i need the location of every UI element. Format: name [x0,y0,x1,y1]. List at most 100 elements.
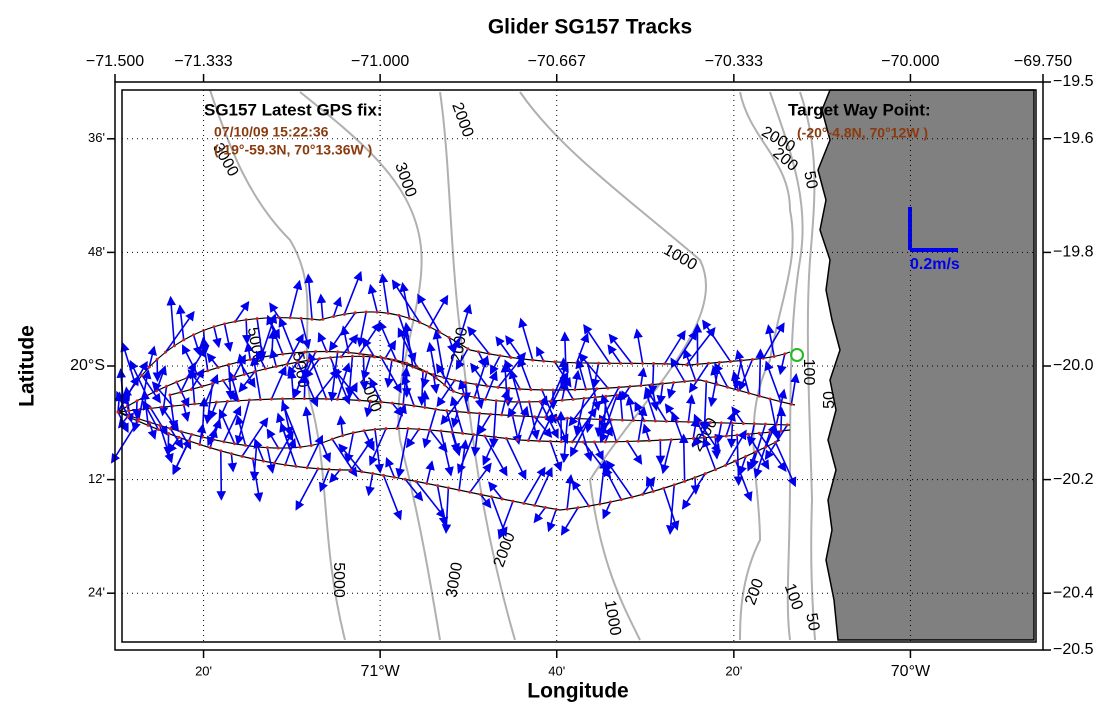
fix [248,357,252,361]
vector [517,357,532,390]
fix [225,399,229,403]
vector [473,355,490,398]
fix [175,380,179,384]
vector [714,422,724,445]
vector [449,395,464,434]
vector [575,358,587,390]
fix [397,313,401,317]
annotation: Target Way Point: [788,100,931,119]
fix [189,387,193,391]
fix [527,400,531,404]
fix [339,355,343,359]
fix [466,347,470,351]
fix [405,361,409,365]
vector [235,414,247,446]
vector [497,500,514,540]
fix [715,382,719,386]
fix [526,438,530,442]
vector [378,320,397,361]
vector [559,418,570,464]
fix [734,459,738,463]
bottom-tick-label: 20' [725,663,742,678]
vector [539,401,559,439]
vector [227,453,238,473]
fix [707,361,711,365]
vector [731,370,741,391]
vector [769,398,782,441]
vector [329,469,341,484]
fix [310,317,314,321]
vector [488,481,503,500]
fix [200,385,204,389]
fix [229,452,233,456]
vector [518,317,534,361]
vector [457,303,473,344]
fix [717,360,721,364]
fix [735,433,739,437]
fix [500,497,504,501]
fix [538,400,542,404]
fix [316,467,320,471]
fix [412,404,416,408]
fix [522,501,526,505]
fix [182,338,186,342]
fix [116,410,120,414]
fix [494,399,498,403]
fix [726,385,730,389]
contour-line [299,91,441,641]
vector [151,381,174,407]
fix [461,431,465,435]
vector [605,460,633,498]
contour-line [739,91,794,641]
fix [779,429,783,433]
fix [262,459,266,463]
fix [713,435,717,439]
fix [708,421,712,425]
fix [158,424,162,428]
fix [269,397,273,401]
fix [500,413,504,417]
fix [467,411,471,415]
fix [406,427,410,431]
vector [436,363,455,392]
vector [483,435,508,477]
vector [430,374,440,394]
vector [724,429,747,466]
fix [242,372,246,376]
vector [382,475,403,521]
fix [603,440,607,444]
chart-title: Glider SG157 Tracks [488,16,692,39]
vector [692,422,712,448]
vector [172,440,191,475]
fix [736,388,740,392]
vector [238,371,256,393]
vector [340,333,358,358]
left-tick-label: 36' [88,130,105,145]
fix [744,454,748,458]
fix [332,315,336,319]
fix [255,317,259,321]
fix [350,354,354,358]
fix [496,385,500,389]
fix [258,398,262,402]
fix [327,467,331,471]
vector [397,327,418,368]
fix [240,454,244,458]
vector [645,386,668,422]
fix [368,399,372,403]
fix [251,457,255,461]
fix [447,335,451,339]
vector [637,405,648,442]
fix [324,397,328,401]
fix [303,350,307,354]
vector [436,379,456,408]
bottom-tick-label: 70°W [891,663,931,680]
fix [127,409,131,413]
vector [607,344,622,364]
fix [565,416,569,420]
fix [653,419,657,423]
fix [392,475,396,479]
vector [422,409,437,449]
fix [379,400,383,404]
fix [428,428,432,432]
